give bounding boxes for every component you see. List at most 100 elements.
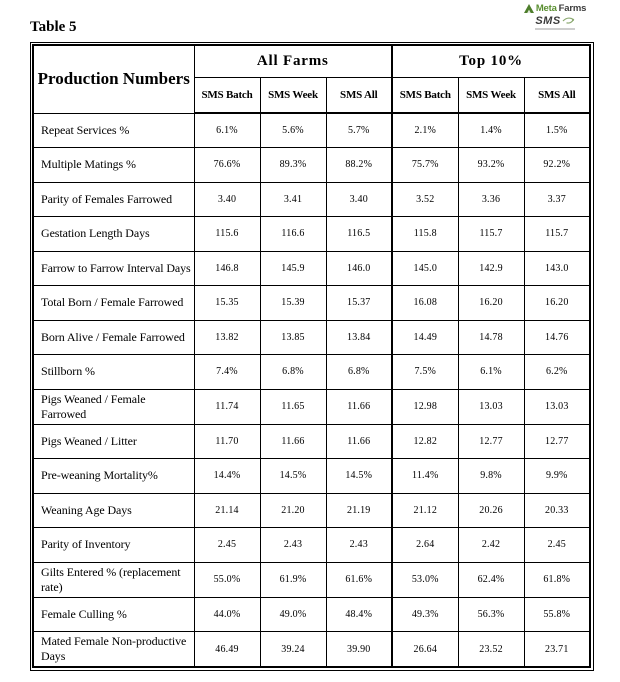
value-cell: 93.2% bbox=[457, 147, 525, 183]
value-cell: 7.4% bbox=[193, 354, 261, 390]
row-label: Weaning Age Days bbox=[32, 492, 195, 528]
value-cell: 11.74 bbox=[193, 388, 261, 425]
value-cell: 20.26 bbox=[457, 492, 525, 528]
value-cell: 2.43 bbox=[259, 527, 327, 563]
row-label: Pigs Weaned / Female Farrowed bbox=[32, 388, 195, 425]
value-cell: 39.24 bbox=[259, 631, 327, 668]
value-cell: 61.9% bbox=[259, 561, 327, 598]
row-label: Stillborn % bbox=[32, 354, 195, 390]
table-header: Production Numbers All Farms Top 10% SMS… bbox=[32, 44, 591, 114]
value-cell: 89.3% bbox=[259, 147, 327, 183]
value-cell: 145.9 bbox=[259, 250, 327, 286]
row-label: Repeat Services % bbox=[32, 112, 195, 148]
value-cell: 13.84 bbox=[325, 319, 393, 355]
value-cell: 14.49 bbox=[391, 319, 459, 355]
value-cell: 13.85 bbox=[259, 319, 327, 355]
value-cell: 61.8% bbox=[523, 561, 591, 598]
value-cell: 3.41 bbox=[259, 181, 327, 217]
value-cell: 2.43 bbox=[325, 527, 393, 563]
value-cell: 11.65 bbox=[259, 388, 327, 425]
table-row: Multiple Matings % 76.6% 89.3% 88.2% 75.7% 93… bbox=[32, 147, 591, 183]
value-cell: 12.98 bbox=[391, 388, 459, 425]
sub-header-sms-week: SMS Week bbox=[457, 76, 525, 114]
table-row: Gestation Length Days 115.6 116.6 116.5 115.… bbox=[32, 216, 591, 252]
value-cell: 142.9 bbox=[457, 250, 525, 286]
sub-header-sms-all: SMS All bbox=[523, 76, 591, 114]
row-label: Parity of Females Farrowed bbox=[32, 181, 195, 217]
table-row: Gilts Entered % (replacement rate) 55.0% 6… bbox=[32, 561, 591, 598]
value-cell: 11.66 bbox=[259, 423, 327, 459]
value-cell: 3.52 bbox=[391, 181, 459, 217]
value-cell: 1.4% bbox=[457, 112, 525, 148]
value-cell: 3.36 bbox=[457, 181, 525, 217]
value-cell: 3.37 bbox=[523, 181, 591, 217]
value-cell: 15.39 bbox=[259, 285, 327, 321]
value-cell: 21.14 bbox=[193, 492, 261, 528]
value-cell: 115.6 bbox=[193, 216, 261, 252]
table-title: Table 5 bbox=[30, 19, 77, 35]
value-cell: 145.0 bbox=[391, 250, 459, 286]
value-cell: 39.90 bbox=[325, 631, 393, 668]
row-label: Farrow to Farrow Interval Days bbox=[32, 250, 195, 286]
table-row: Born Alive / Female Farrowed 13.82 13.85 13… bbox=[32, 319, 591, 355]
value-cell: 13.82 bbox=[193, 319, 261, 355]
value-cell: 46.49 bbox=[193, 631, 261, 668]
value-cell: 14.76 bbox=[523, 319, 591, 355]
value-cell: 13.03 bbox=[523, 388, 591, 425]
value-cell: 55.8% bbox=[523, 596, 591, 632]
value-cell: 6.2% bbox=[523, 354, 591, 390]
value-cell: 49.3% bbox=[391, 596, 459, 632]
row-label: Gilts Entered % (replacement rate) bbox=[32, 561, 195, 598]
table-row: Farrow to Farrow Interval Days 146.8 145.9… bbox=[32, 250, 591, 286]
value-cell: 48.4% bbox=[325, 596, 393, 632]
value-cell: 6.8% bbox=[259, 354, 327, 390]
value-cell: 26.64 bbox=[391, 631, 459, 668]
row-label: Female Culling % bbox=[32, 596, 195, 632]
value-cell: 53.0% bbox=[391, 561, 459, 598]
row-label: Pre-weaning Mortality% bbox=[32, 458, 195, 494]
table-row: Repeat Services % 6.1% 5.6% 5.7% 2.1% 1.4% 1.5… bbox=[32, 112, 591, 148]
production-numbers-table: Production Numbers All Farms Top 10% SMS… bbox=[32, 44, 592, 668]
table-row: Pigs Weaned / Female Farrowed 11.74 11.65 1… bbox=[32, 388, 591, 425]
value-cell: 1.5% bbox=[523, 112, 591, 148]
table-row: Pigs Weaned / Litter 11.70 11.66 11.66 12.82… bbox=[32, 423, 591, 459]
value-cell: 56.3% bbox=[457, 596, 525, 632]
row-label: Mated Female Non-productive Days bbox=[32, 631, 195, 668]
value-cell: 21.12 bbox=[391, 492, 459, 528]
value-cell: 55.0% bbox=[193, 561, 261, 598]
value-cell: 3.40 bbox=[325, 181, 393, 217]
sub-header-sms-week: SMS Week bbox=[259, 76, 327, 114]
sub-header-sms-batch: SMS Batch bbox=[193, 76, 261, 114]
value-cell: 115.7 bbox=[523, 216, 591, 252]
value-cell: 12.82 bbox=[391, 423, 459, 459]
value-cell: 7.5% bbox=[391, 354, 459, 390]
value-cell: 14.5% bbox=[259, 458, 327, 494]
value-cell: 9.9% bbox=[523, 458, 591, 494]
group-header-all-farms: All Farms bbox=[193, 44, 393, 78]
table-row: Parity of Females Farrowed 3.40 3.41 3.40 3.… bbox=[32, 181, 591, 217]
value-cell: 2.42 bbox=[457, 527, 525, 563]
value-cell: 61.6% bbox=[325, 561, 393, 598]
value-cell: 146.8 bbox=[193, 250, 261, 286]
value-cell: 12.77 bbox=[523, 423, 591, 459]
value-cell: 3.40 bbox=[193, 181, 261, 217]
value-cell: 21.20 bbox=[259, 492, 327, 528]
value-cell: 2.1% bbox=[391, 112, 459, 148]
value-cell: 5.6% bbox=[259, 112, 327, 148]
value-cell: 143.0 bbox=[523, 250, 591, 286]
metafarms-triangle-icon bbox=[523, 4, 534, 14]
value-cell: 14.4% bbox=[193, 458, 261, 494]
table-row: Mated Female Non-productive Days 46.49 39.… bbox=[32, 631, 591, 668]
row-label: Pigs Weaned / Litter bbox=[32, 423, 195, 459]
value-cell: 11.66 bbox=[325, 423, 393, 459]
sub-header-sms-all: SMS All bbox=[325, 76, 393, 114]
value-cell: 146.0 bbox=[325, 250, 393, 286]
table-row: Female Culling % 44.0% 49.0% 48.4% 49.3% 56.3… bbox=[32, 596, 591, 632]
table-row: Total Born / Female Farrowed 15.35 15.39 15… bbox=[32, 285, 591, 321]
value-cell: 23.71 bbox=[523, 631, 591, 668]
sub-header-row: SMS Batch SMS Week SMS All SMS Batch SMS… bbox=[33, 76, 591, 114]
group-header-row: Production Numbers All Farms Top 10% bbox=[32, 44, 591, 114]
value-cell: 75.7% bbox=[391, 147, 459, 183]
value-cell: 115.8 bbox=[391, 216, 459, 252]
